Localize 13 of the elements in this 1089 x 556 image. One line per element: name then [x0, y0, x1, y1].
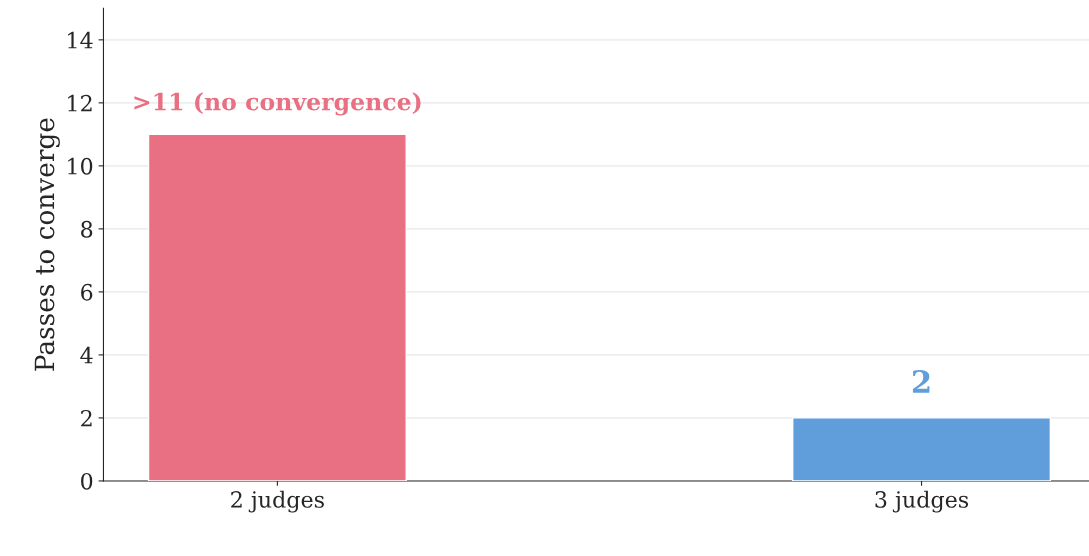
y-tick-label: 10: [68, 157, 93, 175]
y-tick-label: 12: [68, 94, 92, 112]
x-tick-label: 2 judges: [231, 490, 324, 513]
data-label: >11 (no convergence): [134, 92, 421, 116]
y-tick-label: 4: [80, 346, 93, 364]
y-tick-label: 2: [81, 409, 92, 427]
y-axis-title: Passes to converge: [34, 118, 60, 371]
y-tick-label: 6: [81, 283, 93, 301]
y-tick-label: 8: [81, 220, 93, 238]
y-tick-label: 14: [68, 31, 93, 49]
y-tick-label: 0: [81, 472, 93, 490]
data-label: 2: [912, 369, 930, 393]
x-tick-label: 3 judges: [875, 490, 969, 513]
